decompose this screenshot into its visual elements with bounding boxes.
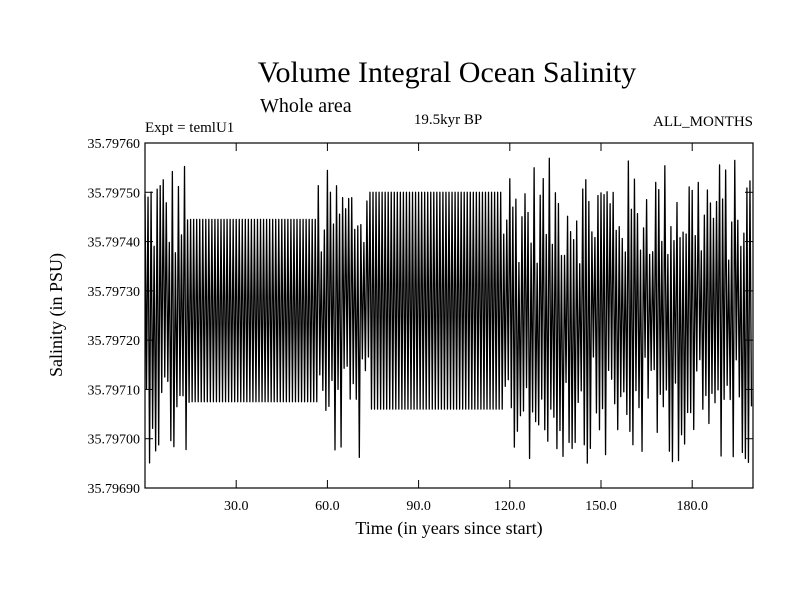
y-tick-label: 35.79720 xyxy=(88,334,141,349)
x-axis-label: Time (in years since start) xyxy=(355,518,542,539)
plot-frame xyxy=(144,142,754,489)
x-tick-label: 30.0 xyxy=(224,499,249,514)
x-tick-label: 60.0 xyxy=(315,499,340,514)
x-tick-label: 120.0 xyxy=(494,499,526,514)
y-axis-label: Salinity (in PSU) xyxy=(46,253,67,377)
salinity-series-line xyxy=(144,157,753,464)
y-tick-label: 35.79690 xyxy=(88,482,141,497)
y-tick-label: 35.79700 xyxy=(88,433,141,448)
chart-subtitle: Whole area xyxy=(260,95,352,117)
data-series xyxy=(144,157,753,464)
y-tick-label: 35.79710 xyxy=(88,383,141,398)
x-tick-label: 150.0 xyxy=(585,499,617,514)
y-tick-label: 35.79740 xyxy=(88,236,141,251)
x-tick-label: 90.0 xyxy=(406,499,431,514)
y-tick-label: 35.79760 xyxy=(88,137,141,152)
months-label: ALL_MONTHS xyxy=(653,114,753,130)
chart-title: Volume Integral Ocean Salinity xyxy=(258,56,637,89)
y-tick-label: 35.79750 xyxy=(88,186,141,201)
axis-ticks: 30.0 60.0 90.0 120.0 150.0 180.0 35.79690 35.79… xyxy=(88,137,753,514)
experiment-label: Expt = temlU1 xyxy=(145,120,234,136)
period-label: 19.5kyr BP xyxy=(414,112,482,128)
x-tick-label: 180.0 xyxy=(676,499,708,514)
y-tick-label: 35.79730 xyxy=(88,285,141,300)
